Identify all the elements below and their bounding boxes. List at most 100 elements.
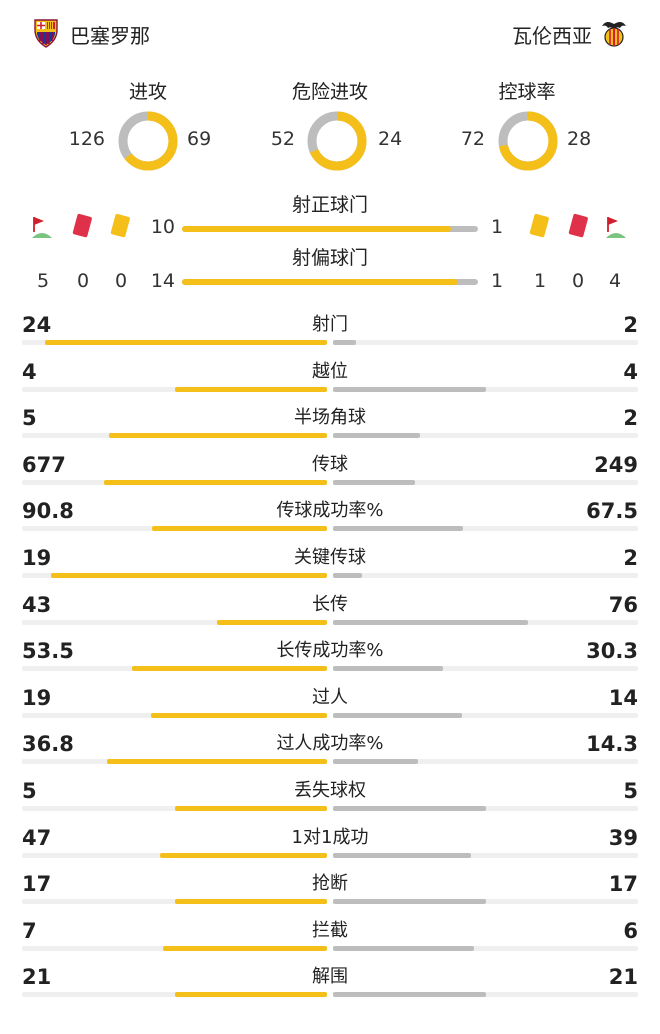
stat-row: 90.8 传球成功率% 67.5 (0, 498, 660, 544)
ring-away-value: 69 (187, 128, 212, 150)
shots-off-target-away: 1 (491, 270, 504, 292)
stat-home-value: 90.8 (22, 499, 74, 524)
ring-home-value: 72 (460, 128, 485, 150)
stat-home-value: 21 (22, 965, 52, 990)
home-yellow-cards-count: 0 (115, 270, 128, 292)
stat-home-value: 19 (22, 685, 52, 710)
stat-home-bar (174, 899, 327, 905)
stat-home-track (22, 806, 327, 811)
stat-away-bar (333, 759, 419, 765)
stat-home-value: 43 (22, 592, 52, 617)
stat-home-track (22, 759, 327, 765)
stat-away-value: 76 (608, 592, 638, 617)
stat-away-track (333, 619, 638, 625)
stat-home-value: 7 (22, 918, 37, 943)
stat-home-bar (160, 852, 327, 858)
stat-row: 43 长传 76 (0, 592, 660, 638)
stat-away-value: 67.5 (586, 499, 638, 524)
stat-row: 24 射门 2 (0, 312, 660, 358)
stat-away-track (333, 852, 638, 858)
stat-home-track (22, 852, 327, 858)
stat-home-track (22, 712, 327, 718)
stat-home-track (22, 479, 327, 485)
stat-away-bar (333, 526, 464, 532)
stat-home-bar (162, 945, 327, 951)
stat-home-bar (45, 340, 327, 345)
stat-home-value: 17 (22, 872, 52, 897)
shots-off-target-label: 射偏球门 (291, 247, 368, 269)
stat-away-bar (333, 899, 486, 905)
stat-away-track (333, 759, 638, 765)
stat-away-bar (333, 619, 528, 625)
stat-away-track (333, 899, 638, 905)
stat-home-value: 24 (22, 313, 52, 337)
stat-away-value: 249 (594, 452, 638, 477)
ring-title: 控球率 (498, 81, 556, 103)
away-red-cards-count: 0 (572, 270, 585, 292)
stat-away-track (333, 573, 638, 578)
red-card-icon (568, 213, 588, 238)
stat-away-bar (333, 806, 486, 811)
ring-home-value: 126 (68, 128, 105, 150)
stat-away-value: 2 (623, 406, 638, 431)
shots-on-target-track (182, 226, 478, 232)
stat-away-track (333, 945, 638, 951)
stat-label: 抢断 (312, 873, 348, 895)
stat-home-track (22, 992, 327, 998)
shots-on-target-away: 1 (491, 216, 504, 238)
stat-away-bar (333, 712, 463, 718)
stat-away-track (333, 479, 638, 485)
stat-away-track (333, 340, 638, 345)
stat-away-value: 14 (608, 685, 638, 710)
stat-home-value: 19 (22, 546, 52, 570)
away-corners-count: 4 (609, 270, 622, 292)
ring-chart-dangerous-attack (307, 111, 367, 171)
stat-row: 17 抢断 17 (0, 871, 660, 917)
stat-row: 36.8 过人成功率% 14.3 (0, 731, 660, 777)
stat-away-value: 4 (623, 359, 638, 384)
valencia-bat-crest-icon (602, 22, 626, 47)
ring-title: 危险进攻 (291, 81, 368, 103)
stat-label: 丢失球权 (294, 780, 366, 801)
stat-home-track (22, 573, 327, 578)
stat-away-value: 14.3 (586, 732, 638, 757)
stat-label: 过人成功率% (276, 733, 384, 755)
stat-row: 7 拦截 6 (0, 918, 660, 964)
stat-home-value: 4 (22, 359, 37, 384)
stat-home-bar (51, 573, 327, 578)
stat-away-track (333, 433, 638, 439)
stat-away-bar (333, 340, 357, 345)
shots-on-target-label: 射正球门 (291, 194, 368, 216)
stat-away-track (333, 712, 638, 718)
shots-off-target-home: 14 (150, 270, 175, 292)
stat-row: 5 半场角球 2 (0, 405, 660, 451)
ring-home-value: 52 (270, 128, 295, 150)
stat-home-bar (107, 759, 327, 765)
stat-away-track (333, 526, 638, 532)
shots-off-target-bar (182, 279, 459, 285)
stat-home-track (22, 899, 327, 905)
stat-away-bar (333, 852, 472, 858)
stat-away-bar (333, 479, 415, 485)
stat-home-value: 53.5 (22, 639, 74, 664)
stat-label: 拦截 (312, 919, 348, 941)
stat-home-track (22, 666, 327, 672)
stat-row: 4 越位 4 (0, 359, 660, 405)
home-red-cards-count: 0 (77, 270, 90, 292)
stat-row: 19 关键传球 2 (0, 545, 660, 591)
stat-away-value: 17 (608, 872, 638, 897)
stat-home-bar (151, 712, 327, 718)
red-card-icon (72, 213, 92, 238)
stat-away-value: 6 (623, 918, 638, 943)
stat-away-value: 5 (623, 779, 638, 803)
stat-away-value: 2 (623, 313, 638, 337)
stat-home-bar (174, 806, 327, 811)
stat-away-value: 39 (608, 825, 638, 850)
shots-off-target-track (182, 279, 478, 285)
stat-label: 传球 (312, 453, 348, 475)
home-corners-count: 5 (37, 270, 50, 292)
stat-home-value: 5 (22, 779, 37, 803)
stat-label: 半场角球 (294, 407, 366, 429)
ring-title: 进攻 (128, 81, 167, 103)
corner-flag-icon (32, 217, 52, 238)
